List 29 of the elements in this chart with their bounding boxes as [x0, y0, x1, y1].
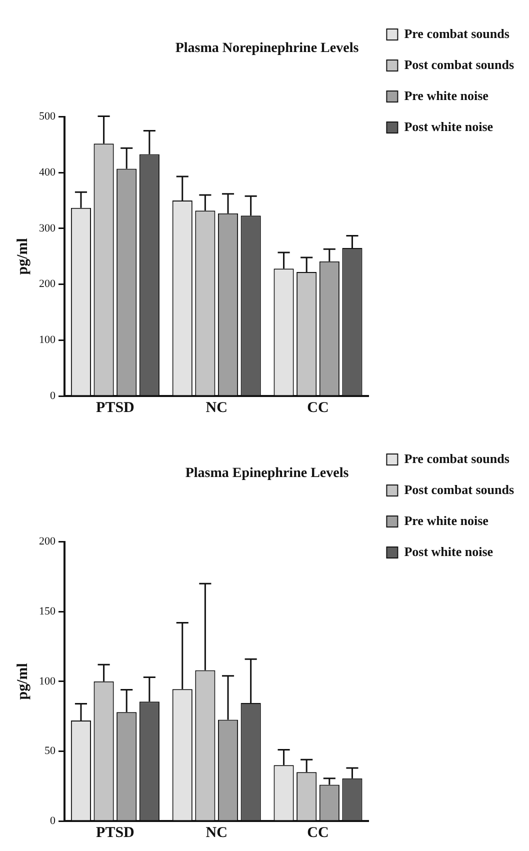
y-tick-label: 0: [50, 390, 56, 402]
legend-label: Post white noise: [404, 118, 494, 134]
chart-title: Plasma Norepinephrine Levels: [175, 41, 360, 56]
x-tick-label: NC: [206, 824, 228, 841]
y-tick-label: 100: [39, 675, 56, 688]
x-tick-label: CC: [307, 400, 329, 416]
y-tick-label: 500: [39, 110, 56, 123]
x-tick-label: PTSD: [96, 824, 135, 841]
chart-title: Plasma Epinephrine Levels: [185, 466, 350, 482]
legend-label: Post white noise: [404, 544, 494, 559]
legend-label: Post combat sounds: [404, 482, 514, 497]
y-tick-label: 100: [39, 334, 56, 346]
y-tick-label: 300: [39, 222, 56, 234]
y-tick-label: 50: [44, 745, 56, 758]
x-tick-label: PTSD: [96, 400, 135, 416]
legend-label: Pre combat sounds: [404, 26, 510, 41]
y-tick-label: 400: [39, 166, 56, 179]
legend-label: Pre combat sounds: [404, 450, 510, 466]
y-tick-label: 0: [50, 814, 56, 827]
y-axis-title: pg/ml: [14, 238, 31, 275]
y-tick-label: 150: [39, 605, 56, 618]
y-axis-title: pg/ml: [14, 663, 31, 700]
legend-label: Pre white noise: [404, 512, 489, 528]
y-tick-label: 200: [39, 278, 56, 290]
y-tick-label: 200: [39, 536, 56, 548]
legend-label: Post combat sounds: [404, 56, 514, 72]
x-tick-label: NC: [206, 400, 228, 416]
legend-label: Pre white noise: [404, 88, 489, 103]
x-tick-label: CC: [307, 824, 329, 841]
